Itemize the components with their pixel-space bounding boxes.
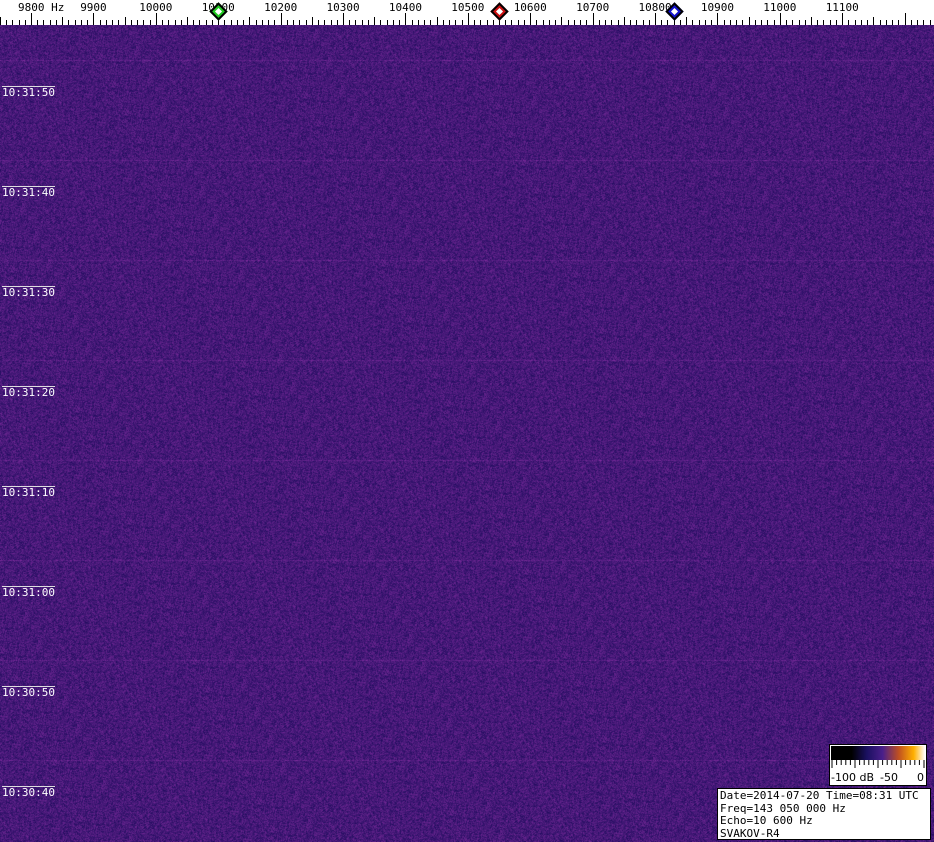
info-station: SVAKOV-R4 <box>720 826 780 840</box>
frequency-ticks <box>0 13 931 25</box>
frequency-tick-label: 10900 <box>700 1 735 14</box>
frequency-tick-label: 11000 <box>763 1 797 14</box>
info-date-time: Date=2014-07-20 Time=08:31 UTC <box>720 789 919 802</box>
colorbar-label-mid: -50 <box>880 771 898 784</box>
colorbar-gradient <box>831 746 925 760</box>
frequency-tick-label: 10300 <box>326 1 360 14</box>
frequency-tick-label: 10600 <box>513 1 547 14</box>
frequency-tick-label: 10200 <box>264 1 298 14</box>
frequency-tick-label: 9800 Hz <box>18 1 65 14</box>
frequency-tick-label: 10800 <box>638 1 672 14</box>
time-tick-label: 10:31:40 <box>2 186 55 199</box>
time-tick-label: 10:31:00 <box>2 586 55 599</box>
time-tick-label: 10:31:30 <box>2 286 55 299</box>
time-tick-label: 10:31:50 <box>2 86 55 99</box>
frequency-tick-label: 11100 <box>825 1 859 14</box>
frequency-tick-label: 10700 <box>576 1 610 14</box>
colorbar-label-min: -100 dB <box>831 771 874 784</box>
colorbar-legend: -100 dB -50 0 <box>829 744 927 786</box>
time-tick-label: 10:30:50 <box>2 686 55 699</box>
info-frequency: Freq=143 050 000 Hz <box>720 801 846 815</box>
waterfall-spectrogram[interactable] <box>0 25 934 842</box>
frequency-tick-label: 10400 <box>388 1 423 14</box>
time-tick-label: 10:31:10 <box>2 486 55 499</box>
info-box: Date=2014-07-20 Time=08:31 UTC Freq=143 … <box>717 788 931 840</box>
colorbar-label-max: 0 <box>917 771 924 784</box>
colorbar-ticks <box>831 760 925 768</box>
frequency-axis: 9800 Hz990010000101001020010300104001050… <box>0 0 934 25</box>
frequency-tick-label: 9900 <box>80 1 107 14</box>
time-tick-label: 10:30:40 <box>2 786 55 799</box>
frequency-tick-label: 10000 <box>139 1 173 14</box>
time-tick-label: 10:31:20 <box>2 386 55 399</box>
frequency-tick-label: 10500 <box>451 1 485 14</box>
info-echo: Echo=10 600 Hz <box>720 814 813 827</box>
